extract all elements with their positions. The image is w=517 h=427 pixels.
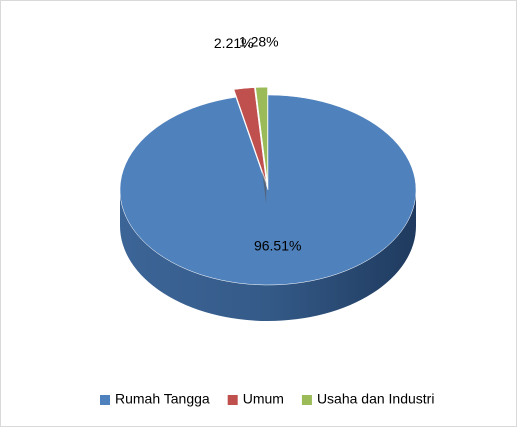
data-label: 96.51%: [254, 237, 301, 253]
legend-label: Rumah Tangga: [115, 391, 210, 407]
legend-swatch: [227, 395, 238, 405]
pie-side: [120, 190, 416, 321]
legend-label: Usaha dan Industri: [317, 391, 435, 407]
legend-swatch: [100, 395, 110, 405]
pie-slice: [255, 86, 268, 183]
pie-slice: [233, 87, 267, 183]
legend-swatch: [301, 395, 312, 405]
data-label: 1.28%: [239, 34, 279, 50]
pie-slice: [119, 94, 417, 286]
legend-label: Umum: [243, 391, 284, 407]
data-label: 2.21%: [214, 35, 254, 51]
